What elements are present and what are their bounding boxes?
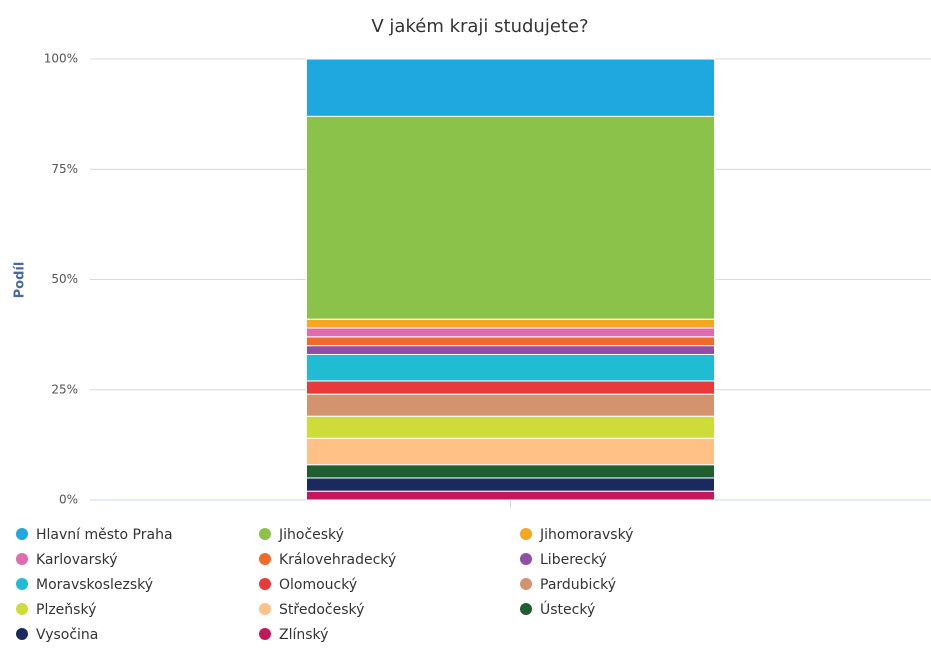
y-tick-label: 75% [51,162,78,176]
bar-segment [306,353,715,382]
legend-marker [16,528,28,540]
legend-marker [16,628,28,640]
legend-marker [16,553,28,565]
legend-marker [259,603,271,615]
y-axis-title: Podíl [13,262,28,299]
bar-segment [306,327,715,338]
chart-title: V jakém kraji studujete? [371,16,588,37]
legend-label: Ústecký [540,600,595,618]
legend-marker [520,553,532,565]
bar-segment [306,380,715,395]
legend-label: Plzeňský [36,602,96,618]
y-tick-label: 0% [59,493,78,507]
y-tick-label: 100% [44,52,78,66]
bar-segment [306,345,715,355]
legend-label: Královehradecký [279,552,396,568]
legend-label: Vysočina [36,627,98,643]
legend-label: Jihomoravský [539,527,633,543]
bar-segment [306,318,715,329]
legend-label: Olomoucký [279,577,357,593]
legend-label: Karlovarský [36,552,118,568]
legend-marker [520,578,532,590]
legend-label: Hlavní město Praha [36,527,173,543]
legend-marker [520,528,532,540]
bar-segment [306,115,715,320]
legend-marker [16,603,28,615]
legend-marker [520,603,532,615]
legend-marker [259,553,271,565]
bar-segment [306,393,715,417]
legend-marker [259,628,271,640]
bar-segment [306,415,715,439]
legend-marker [259,528,271,540]
legend-label: Středočeský [279,602,364,618]
bar-segment [306,58,715,117]
bar-segment [306,336,715,347]
y-tick-label: 25% [51,382,78,396]
legend-label: Liberecký [540,552,607,568]
legend-label: Moravskoslezský [36,577,153,593]
bar-segment [306,437,715,466]
legend-marker [16,578,28,590]
legend-label: Pardubický [540,577,616,593]
legend-label: Zlínský [279,627,328,643]
bar-segment [306,490,715,501]
bar-segment [306,464,715,479]
legend-label: Jihočeský [278,527,344,543]
bar-segment [306,477,715,492]
y-tick-label: 50% [51,272,78,286]
legend-marker [259,578,271,590]
